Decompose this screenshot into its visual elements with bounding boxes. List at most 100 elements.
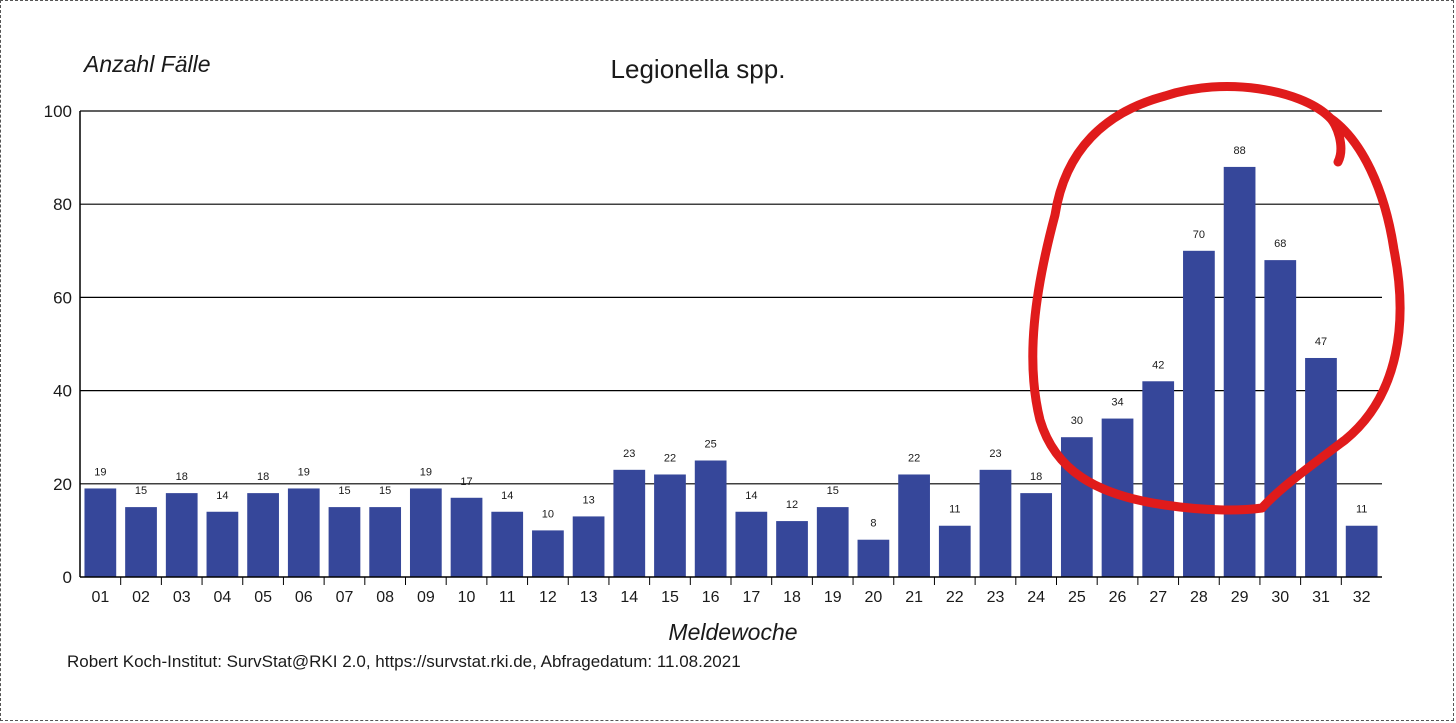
y-tick-label: 20 — [53, 475, 72, 494]
data-label: 30 — [1071, 415, 1083, 427]
x-tick-label: 10 — [458, 589, 476, 606]
data-label: 19 — [420, 466, 432, 478]
y-tick-labels: 0 20 40 60 80 100 — [44, 102, 72, 587]
x-tick-label: 02 — [132, 589, 150, 606]
data-label: 23 — [623, 448, 635, 460]
bar — [369, 507, 401, 577]
data-label: 19 — [94, 466, 106, 478]
data-label: 47 — [1315, 336, 1327, 348]
x-tick-label: 06 — [295, 589, 313, 606]
bar — [1142, 381, 1174, 577]
bar — [776, 521, 808, 577]
bar — [451, 498, 483, 577]
data-label: 25 — [705, 439, 717, 451]
bar — [532, 530, 564, 577]
x-tick-label: 26 — [1109, 589, 1127, 606]
bar — [247, 493, 279, 577]
bar — [695, 461, 727, 578]
x-tick-label: 15 — [661, 589, 679, 606]
y-axis-label: Anzahl Fälle — [82, 51, 211, 77]
data-label: 88 — [1233, 145, 1245, 157]
data-label: 8 — [870, 518, 876, 530]
x-tick-label: 25 — [1068, 589, 1086, 606]
bar — [1224, 167, 1256, 577]
x-tick-label: 20 — [865, 589, 883, 606]
bar — [84, 488, 116, 577]
data-label: 19 — [298, 466, 310, 478]
data-label: 42 — [1152, 359, 1164, 371]
x-tick-label: 24 — [1027, 589, 1045, 606]
bar — [166, 493, 198, 577]
data-label: 14 — [745, 490, 757, 502]
data-label: 12 — [786, 499, 798, 511]
x-axis-label: Meldewoche — [668, 619, 797, 645]
data-label: 18 — [176, 471, 188, 483]
x-tick-label: 29 — [1231, 589, 1249, 606]
bar — [125, 507, 157, 577]
x-tick-label: 01 — [91, 589, 109, 606]
data-label: 15 — [827, 485, 839, 497]
data-label: 15 — [379, 485, 391, 497]
x-tick-label: 21 — [905, 589, 923, 606]
data-label: 34 — [1111, 397, 1123, 409]
x-tick-label: 08 — [376, 589, 394, 606]
x-tick-label: 22 — [946, 589, 964, 606]
data-label: 70 — [1193, 229, 1205, 241]
y-tick-label: 100 — [44, 102, 72, 121]
bar — [329, 507, 361, 577]
x-tick-label: 13 — [580, 589, 598, 606]
x-tick-label: 16 — [702, 589, 720, 606]
x-tick-label: 30 — [1271, 589, 1289, 606]
x-tick-label: 03 — [173, 589, 191, 606]
bar — [573, 516, 605, 577]
x-tick-label: 05 — [254, 589, 272, 606]
x-tick-label: 23 — [987, 589, 1005, 606]
chart-title: Legionella spp. — [611, 54, 786, 84]
data-label: 15 — [135, 485, 147, 497]
bar — [858, 540, 890, 577]
bar — [1346, 526, 1378, 577]
source-note: Robert Koch-Institut: SurvStat@RKI 2.0, … — [67, 652, 741, 671]
y-tick-label: 0 — [63, 568, 72, 587]
bar — [735, 512, 767, 577]
y-tick-label: 40 — [53, 382, 72, 401]
bar — [1183, 251, 1215, 577]
bar — [613, 470, 645, 577]
data-label: 15 — [338, 485, 350, 497]
bar — [817, 507, 849, 577]
x-tick-label: 31 — [1312, 589, 1330, 606]
x-tick-label: 27 — [1149, 589, 1167, 606]
x-tick-label: 09 — [417, 589, 435, 606]
data-label: 11 — [1356, 504, 1367, 516]
data-label: 17 — [460, 476, 472, 488]
bar — [491, 512, 523, 577]
bar — [410, 488, 442, 577]
data-label: 14 — [216, 490, 228, 502]
bar — [288, 488, 320, 577]
x-tick-label: 04 — [214, 589, 232, 606]
data-label: 13 — [582, 494, 594, 506]
data-label: 18 — [257, 471, 269, 483]
data-label: 10 — [542, 508, 554, 520]
x-tick-label: 28 — [1190, 589, 1208, 606]
bar — [207, 512, 239, 577]
data-label: 68 — [1274, 238, 1286, 250]
y-tick-label: 60 — [53, 288, 72, 307]
x-tick-label: 18 — [783, 589, 801, 606]
data-label: 14 — [501, 490, 513, 502]
x-tick-label: 07 — [336, 589, 354, 606]
x-tick-label: 14 — [620, 589, 638, 606]
data-label: 22 — [664, 452, 676, 464]
y-tick-label: 80 — [53, 195, 72, 214]
bar — [898, 474, 930, 577]
bar — [1020, 493, 1052, 577]
bars: 19 15 18 14 18 19 15 15 19 17 14 10 13 23 22 25 14 12 15 8 2… — [84, 145, 1377, 577]
data-label: 23 — [989, 448, 1001, 460]
x-tick-label: 12 — [539, 589, 557, 606]
x-tick-label: 11 — [499, 589, 516, 606]
x-tick-label: 19 — [824, 589, 842, 606]
bar — [980, 470, 1012, 577]
data-label: 11 — [949, 504, 960, 516]
data-label: 22 — [908, 452, 920, 464]
